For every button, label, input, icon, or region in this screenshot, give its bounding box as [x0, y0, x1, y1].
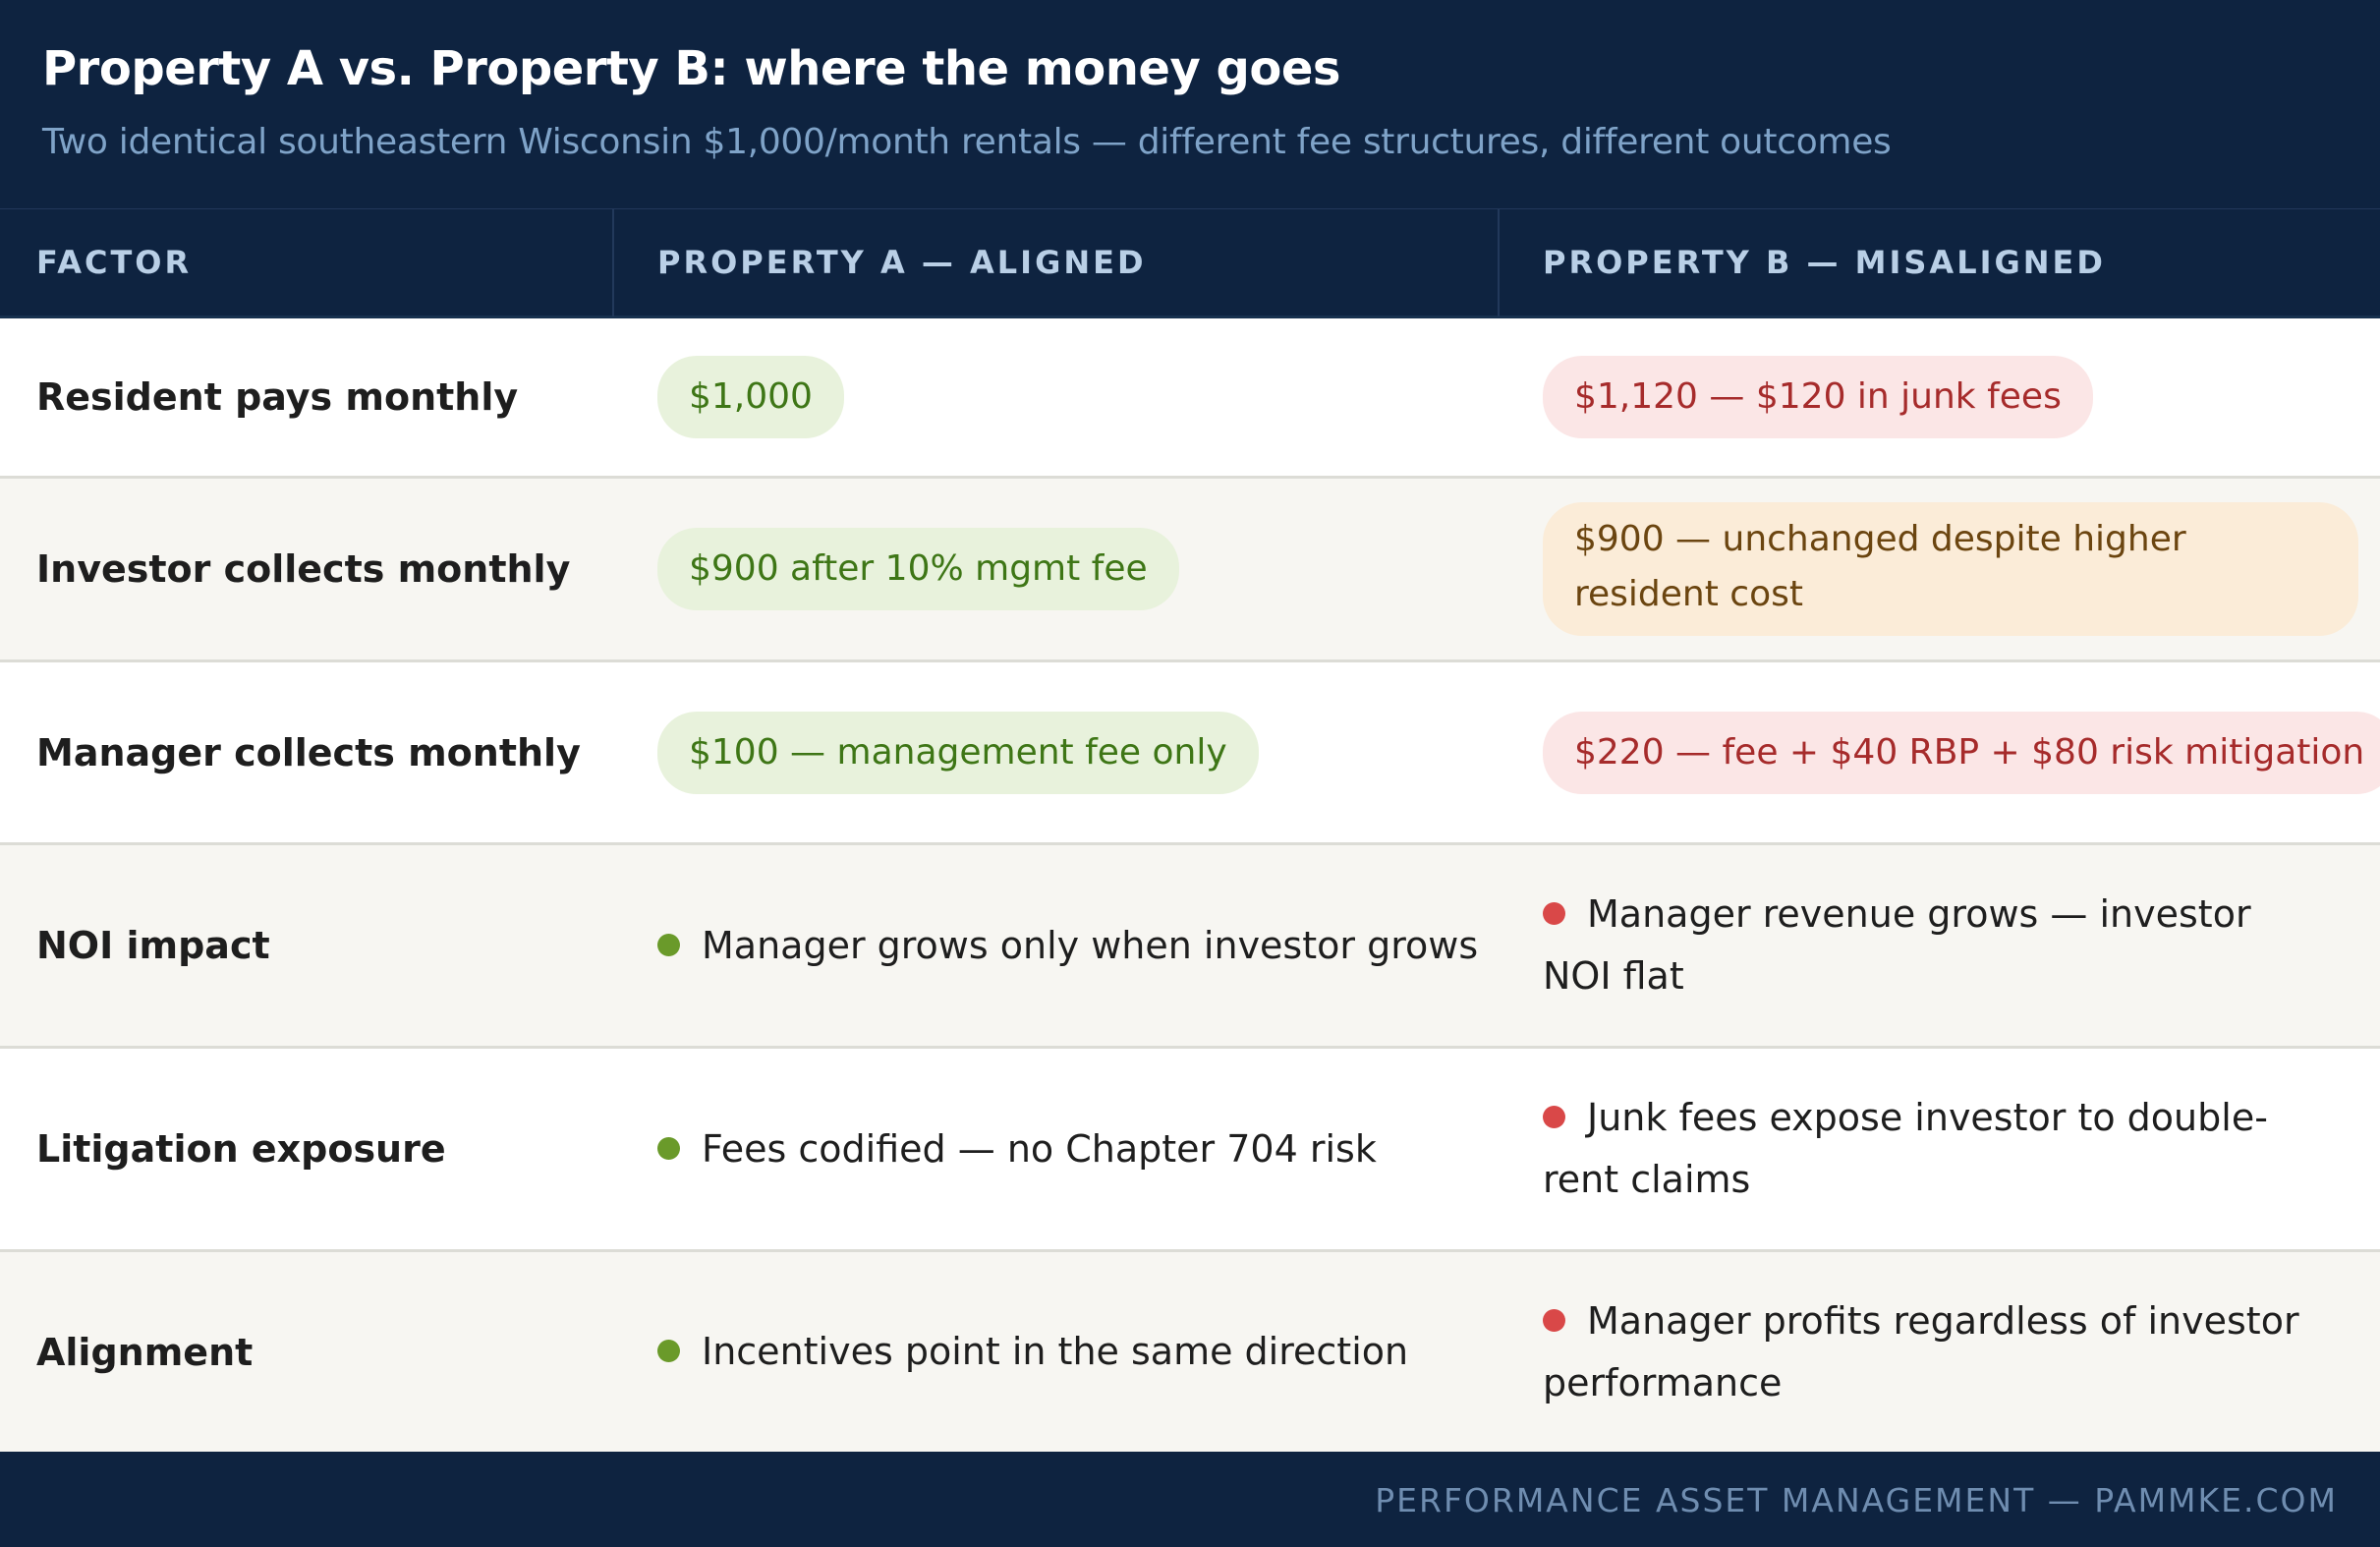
property-b-value-pill: $220 — fee + $40 RBP + $80 risk mitigati…	[1543, 711, 2380, 794]
property-b-value-pill: $900 — unchanged despite higher resident…	[1543, 502, 2358, 636]
row-factor-label: Manager collects monthly	[36, 730, 581, 774]
column-divider	[1498, 209, 1500, 316]
property-a-value-pill: $900 after 10% mgmt fee	[657, 528, 1179, 610]
table-header: FACTOR PROPERTY A — ALIGNED PROPERTY B —…	[0, 208, 2380, 318]
property-a-note-text: Manager grows only when investor grows	[702, 923, 1479, 967]
table-row: Investor collects monthly $900 after 10%…	[0, 479, 2380, 662]
property-b-note: Manager profits regardless of investor p…	[1543, 1290, 2329, 1414]
footer: PERFORMANCE ASSET MANAGEMENT — PAMMKE.CO…	[0, 1452, 2380, 1547]
property-b-cell: Junk fees expose investor to double-rent…	[1543, 1049, 2358, 1249]
red-status-dot-icon	[1543, 1106, 1565, 1128]
property-b-note-text: Manager revenue grows — investor NOI fla…	[1543, 892, 2251, 998]
property-a-note: Fees codified — no Chapter 704 risk	[657, 1118, 1377, 1180]
column-header-property-a: PROPERTY A — ALIGNED	[657, 244, 1147, 281]
property-b-cell: $220 — fee + $40 RBP + $80 risk mitigati…	[1543, 662, 2380, 842]
property-a-note: Manager grows only when investor grows	[657, 915, 1478, 977]
green-status-dot-icon	[657, 1340, 680, 1362]
property-a-value-pill: $100 — management fee only	[657, 711, 1259, 794]
property-a-value-pill: $1,000	[657, 356, 844, 438]
red-status-dot-icon	[1543, 1308, 1565, 1332]
table-row: Alignment Incentives point in the same d…	[0, 1252, 2380, 1452]
property-a-note-text: Incentives point in the same direction	[702, 1330, 1409, 1373]
property-b-note-text: Manager profits regardless of investor p…	[1543, 1298, 2299, 1404]
property-a-cell: $100 — management fee only	[657, 662, 1502, 842]
property-b-cell: Manager profits regardless of investor p…	[1543, 1252, 2358, 1452]
row-factor-label: Litigation exposure	[36, 1127, 446, 1171]
property-a-cell: $1,000	[657, 318, 1502, 476]
red-status-dot-icon	[1543, 902, 1565, 925]
green-status-dot-icon	[657, 1136, 680, 1160]
column-header-factor: FACTOR	[36, 244, 193, 281]
table-row: Litigation exposure Fees codified — no C…	[0, 1049, 2380, 1252]
table-row: Resident pays monthly $1,000 $1,120 — $1…	[0, 318, 2380, 479]
footer-credit: PERFORMANCE ASSET MANAGEMENT — PAMMKE.CO…	[1375, 1481, 2338, 1519]
row-factor-label: Alignment	[36, 1330, 254, 1374]
table-row: NOI impact Manager grows only when inves…	[0, 845, 2380, 1049]
property-a-note: Incentives point in the same direction	[657, 1321, 1408, 1383]
green-status-dot-icon	[657, 933, 680, 956]
column-header-property-b: PROPERTY B — MISALIGNED	[1543, 244, 2106, 281]
property-a-cell: Fees codified — no Chapter 704 risk	[657, 1049, 1502, 1249]
row-factor-label: NOI impact	[36, 924, 270, 967]
table-row: Manager collects monthly $100 — manageme…	[0, 662, 2380, 845]
property-a-note-text: Fees codified — no Chapter 704 risk	[702, 1126, 1377, 1171]
property-b-note: Junk fees expose investor to double-rent…	[1543, 1087, 2329, 1211]
property-b-cell: Manager revenue grows — investor NOI fla…	[1543, 845, 2358, 1046]
property-b-value-pill: $1,120 — $120 in junk fees	[1543, 356, 2093, 438]
property-a-cell: Manager grows only when investor grows	[657, 845, 1502, 1046]
property-b-cell: $1,120 — $120 in junk fees	[1543, 318, 2358, 476]
page-title: Property A vs. Property B: where the mon…	[42, 41, 1340, 96]
column-divider	[612, 209, 614, 316]
property-b-cell: $900 — unchanged despite higher resident…	[1543, 479, 2358, 659]
property-a-cell: $900 after 10% mgmt fee	[657, 479, 1502, 659]
row-factor-label: Investor collects monthly	[36, 547, 571, 591]
property-b-note-text: Junk fees expose investor to double-rent…	[1543, 1096, 2268, 1201]
page-subtitle: Two identical southeastern Wisconsin $1,…	[42, 122, 1892, 162]
property-b-note: Manager revenue grows — investor NOI fla…	[1543, 884, 2329, 1007]
property-a-cell: Incentives point in the same direction	[657, 1252, 1502, 1452]
row-factor-label: Resident pays monthly	[36, 375, 519, 419]
header: Property A vs. Property B: where the mon…	[0, 0, 2380, 208]
